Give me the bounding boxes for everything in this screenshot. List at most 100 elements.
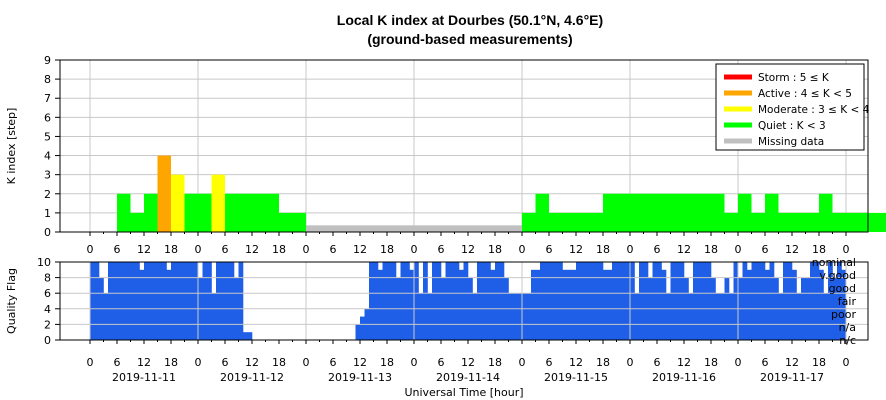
chart-subtitle: (ground-based measurements): [367, 31, 572, 47]
k-x-tick-label: 12: [569, 243, 583, 256]
quality-segment: [828, 262, 833, 340]
k-bar: [522, 212, 536, 232]
q-x-tick-label: 6: [330, 356, 337, 369]
q-x-tick-label: 0: [411, 356, 418, 369]
quality-segment: [810, 262, 820, 340]
quality-segment: [103, 293, 109, 340]
quality-segment: [247, 332, 253, 340]
quality-segment: [778, 293, 784, 340]
quality-segment: [400, 262, 410, 340]
quality-segment: [211, 293, 217, 340]
k-bar: [832, 212, 846, 232]
k-index-bars: [117, 155, 886, 232]
quality-segment: [612, 262, 635, 340]
x-axis-label: Universal Time [hour]: [404, 386, 523, 399]
k-x-tick-label: 12: [677, 243, 691, 256]
k-y-tick-label: 9: [44, 54, 51, 67]
quality-segment: [531, 269, 541, 340]
q-x-tick-label: 6: [762, 356, 769, 369]
k-bar: [819, 193, 833, 232]
k-bar: [603, 193, 617, 232]
quality-segment: [652, 262, 662, 340]
k-bar: [117, 193, 131, 232]
quality-segment: [418, 293, 424, 340]
k-y-tick-label: 4: [44, 150, 51, 163]
quality-segment: [841, 269, 847, 340]
quality-segment: [576, 262, 604, 340]
k-bar: [657, 193, 671, 232]
q-x-tick-label: 12: [245, 356, 259, 369]
q-x-tick-label: 0: [843, 356, 850, 369]
quality-segment: [378, 269, 383, 340]
quality-segment: [729, 293, 734, 340]
quality-segment: [796, 293, 802, 340]
k-bar: [778, 212, 792, 232]
k-bar: [198, 193, 212, 232]
legend: Storm : 5 ≤ K Active : 4 ≤ K < 5 Moderate …: [715, 63, 870, 151]
quality-segment: [823, 293, 829, 340]
q-y-tick-label: 10: [37, 256, 51, 269]
quality-segment: [472, 293, 478, 340]
k-y-tick-label: 7: [44, 92, 51, 105]
k-bar: [792, 212, 806, 232]
k-x-tick-label: 6: [114, 243, 121, 256]
k-bar: [724, 212, 738, 232]
k-bar: [859, 212, 873, 232]
quality-segment: [661, 269, 667, 340]
quality-segment: [355, 324, 361, 340]
quality-segment: [166, 269, 172, 340]
k-x-tick-label: 12: [245, 243, 259, 256]
k-bar: [765, 193, 779, 232]
q-x-tick-label: 12: [461, 356, 475, 369]
quality-segment: [171, 262, 199, 340]
k-bar-missing: [495, 225, 509, 232]
k-bar: [873, 212, 886, 232]
k-bar: [846, 212, 860, 232]
quality-segment: [144, 262, 167, 340]
legend-label: Active : 4 ≤ K < 5: [758, 88, 852, 100]
quality-segment: [603, 269, 613, 340]
k-bar: [171, 174, 185, 232]
quality-segment: [432, 262, 442, 340]
quality-segment: [769, 262, 775, 340]
q-x-tick-label: 12: [137, 356, 151, 369]
q-x-tick-label: 0: [735, 356, 742, 369]
k-bar: [630, 193, 644, 232]
k-x-tick-label: 0: [303, 243, 310, 256]
k-x-tick-label: 0: [735, 243, 742, 256]
quality-flag-label: n/c: [839, 334, 856, 347]
k-bar: [805, 212, 819, 232]
k-bar: [225, 193, 239, 232]
quality-flag-label: nominal: [812, 256, 856, 269]
quality-segment: [495, 262, 505, 340]
k-bar: [670, 193, 684, 232]
q-x-tick-label: 18: [164, 356, 178, 369]
quality-segment: [670, 262, 685, 340]
quality-segment: [666, 293, 671, 340]
k-x-tick-label: 6: [330, 243, 337, 256]
k-index-x-ticks: 0 6 12 18 0 6 12 18 0 6 12 18 0 6 12 18 0 6 12 18 0 6 12 18 0 6 12…: [87, 232, 850, 256]
k-bar-missing: [481, 225, 495, 232]
k-x-tick-label: 12: [461, 243, 475, 256]
date-label: 2019-11-16: [652, 371, 716, 384]
k-bar: [711, 193, 725, 232]
k-bar: [562, 212, 576, 232]
k-bar: [238, 193, 252, 232]
k-bar: [292, 212, 306, 232]
k-bar-missing: [333, 225, 347, 232]
k-x-tick-label: 0: [87, 243, 94, 256]
chart-title: Local K index at Dourbes (50.1°N, 4.6°E): [337, 12, 603, 28]
k-x-tick-label: 18: [704, 243, 718, 256]
k-bar: [184, 193, 198, 232]
q-x-tick-label: 0: [195, 356, 202, 369]
quality-segment: [742, 262, 748, 340]
k-x-tick-label: 6: [438, 243, 445, 256]
q-x-tick-label: 18: [488, 356, 502, 369]
quality-segment: [238, 262, 244, 340]
date-label: 2019-11-17: [760, 371, 824, 384]
date-label: 2019-11-12: [220, 371, 284, 384]
quality-segment: [751, 262, 766, 340]
quality-frame: [59, 261, 869, 341]
k-x-tick-label: 18: [812, 243, 826, 256]
